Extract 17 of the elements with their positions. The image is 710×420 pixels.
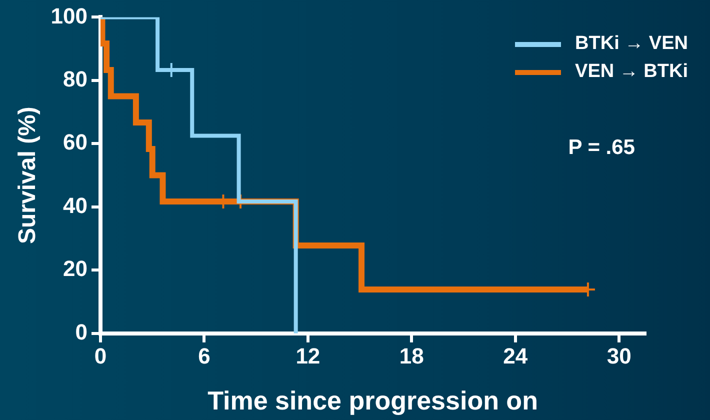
y-axis-title: Survival (%) xyxy=(14,106,42,244)
x-tick-label: 6 xyxy=(198,344,210,369)
x-tick-label: 0 xyxy=(94,344,107,369)
x-tick-label: 30 xyxy=(606,344,632,369)
x-tick-label: 12 xyxy=(296,344,320,369)
legend-label: BTKi → VEN xyxy=(575,33,688,55)
y-tick-label: 60 xyxy=(63,130,88,155)
x-axis-title: Time since progression on xyxy=(208,386,538,416)
y-tick-label: 0 xyxy=(75,319,88,344)
legend-label: VEN → BTKi xyxy=(575,61,688,83)
annotation: P = .65 xyxy=(568,136,635,160)
y-tick-label: 100 xyxy=(50,3,88,28)
y-tick-label: 40 xyxy=(63,192,88,218)
y-tick-label: 20 xyxy=(63,256,88,282)
y-tick-label: 80 xyxy=(63,66,88,92)
x-tick-label: 24 xyxy=(503,344,528,369)
x-tick-label: 18 xyxy=(399,344,424,369)
